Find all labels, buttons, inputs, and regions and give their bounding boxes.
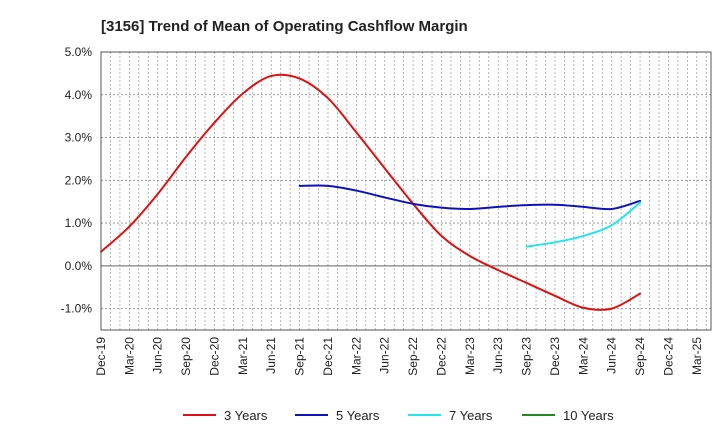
x-tick-label: Dec-19: [94, 337, 108, 376]
x-tick-label: Jun-23: [491, 337, 505, 374]
series-line-7-years: [525, 201, 642, 248]
y-tick-label: 5.0%: [65, 45, 93, 59]
x-tick-label: Dec-22: [434, 337, 448, 376]
chart-title: [3156] Trend of Mean of Operating Cashfl…: [101, 18, 468, 35]
x-axis: Dec-19 Mar-20 Jun-20 Sep-20 Dec-20 Mar-21 Jun-…: [94, 337, 704, 376]
x-tick-label: Sep-21: [293, 337, 307, 376]
plot-area: [100, 51, 712, 331]
x-tick-label: Dec-21: [321, 337, 335, 376]
series-line-5-years: [298, 184, 642, 211]
legend-label-7-years: 7 Years: [449, 408, 493, 423]
legend-label-3-years: 3 Years: [224, 408, 268, 423]
x-tick-label: Mar-21: [236, 337, 250, 375]
y-tick-label: 0.0%: [65, 259, 93, 273]
gridlines: [101, 51, 711, 330]
x-tick-label: Jun-21: [264, 337, 278, 374]
x-tick-label: Dec-20: [207, 337, 221, 376]
x-tick-label: Mar-22: [349, 337, 363, 375]
x-tick-label: Mar-25: [690, 337, 704, 375]
y-tick-label: -1.0%: [61, 302, 93, 316]
y-tick-label: 1.0%: [65, 216, 93, 230]
legend-label-5-years: 5 Years: [336, 408, 380, 423]
y-tick-label: 2.0%: [65, 173, 93, 187]
x-tick-label: Dec-24: [661, 337, 675, 376]
x-tick-label: Sep-23: [520, 337, 534, 376]
x-tick-label: Jun-20: [151, 337, 165, 374]
y-axis: 5.0% 4.0% 3.0% 2.0% 1.0% 0.0% -1.0%: [61, 45, 93, 316]
x-tick-label: Sep-24: [633, 337, 647, 376]
x-tick-label: Jun-24: [605, 337, 619, 374]
x-tick-label: Mar-23: [463, 337, 477, 375]
x-tick-label: Sep-22: [406, 337, 420, 376]
x-tick-label: Mar-24: [576, 337, 590, 375]
y-tick-label: 4.0%: [65, 88, 93, 102]
x-tick-label: Dec-23: [548, 337, 562, 376]
y-tick-label: 3.0%: [65, 131, 93, 145]
legend-label-10-years: 10 Years: [563, 408, 614, 423]
series-line-3-years: [100, 73, 642, 311]
x-tick-label: Mar-20: [122, 337, 136, 375]
x-tick-label: Jun-22: [378, 337, 392, 374]
x-tick-label: Sep-20: [179, 337, 193, 376]
legend: 3 Years 5 Years 7 Years 10 Years: [183, 408, 614, 423]
series-layer: [100, 73, 642, 311]
